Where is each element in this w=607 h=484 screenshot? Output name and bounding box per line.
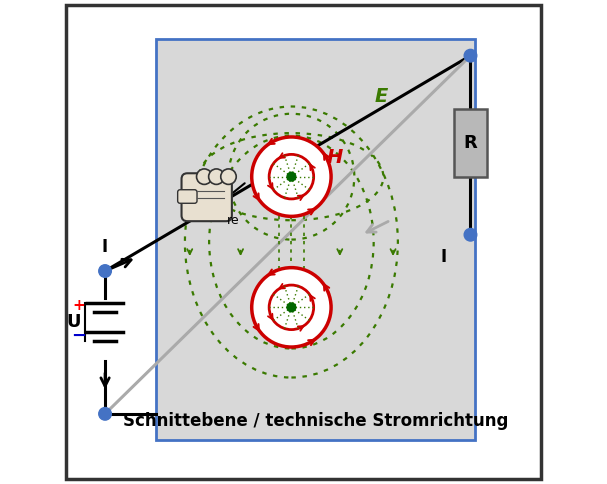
Circle shape	[209, 169, 224, 184]
Circle shape	[197, 169, 212, 184]
Text: H: H	[327, 148, 343, 167]
Circle shape	[464, 49, 476, 62]
FancyBboxPatch shape	[66, 5, 541, 479]
Circle shape	[99, 408, 111, 420]
Circle shape	[464, 228, 476, 241]
FancyBboxPatch shape	[453, 109, 487, 177]
Text: R: R	[464, 134, 477, 152]
Circle shape	[287, 303, 296, 312]
FancyBboxPatch shape	[181, 173, 232, 221]
Text: I: I	[441, 247, 447, 266]
FancyBboxPatch shape	[156, 39, 475, 440]
FancyBboxPatch shape	[178, 190, 197, 203]
Text: −: −	[71, 327, 86, 346]
Text: Schnittebene / technische Stromrichtung: Schnittebene / technische Stromrichtung	[123, 412, 508, 430]
Circle shape	[99, 265, 111, 277]
Text: E: E	[375, 87, 388, 106]
Text: re: re	[227, 214, 240, 227]
Text: +: +	[72, 299, 85, 313]
Circle shape	[252, 137, 331, 216]
Text: I: I	[102, 238, 108, 256]
Circle shape	[221, 169, 236, 184]
Circle shape	[287, 172, 296, 181]
Circle shape	[252, 268, 331, 347]
Text: U: U	[66, 313, 81, 331]
